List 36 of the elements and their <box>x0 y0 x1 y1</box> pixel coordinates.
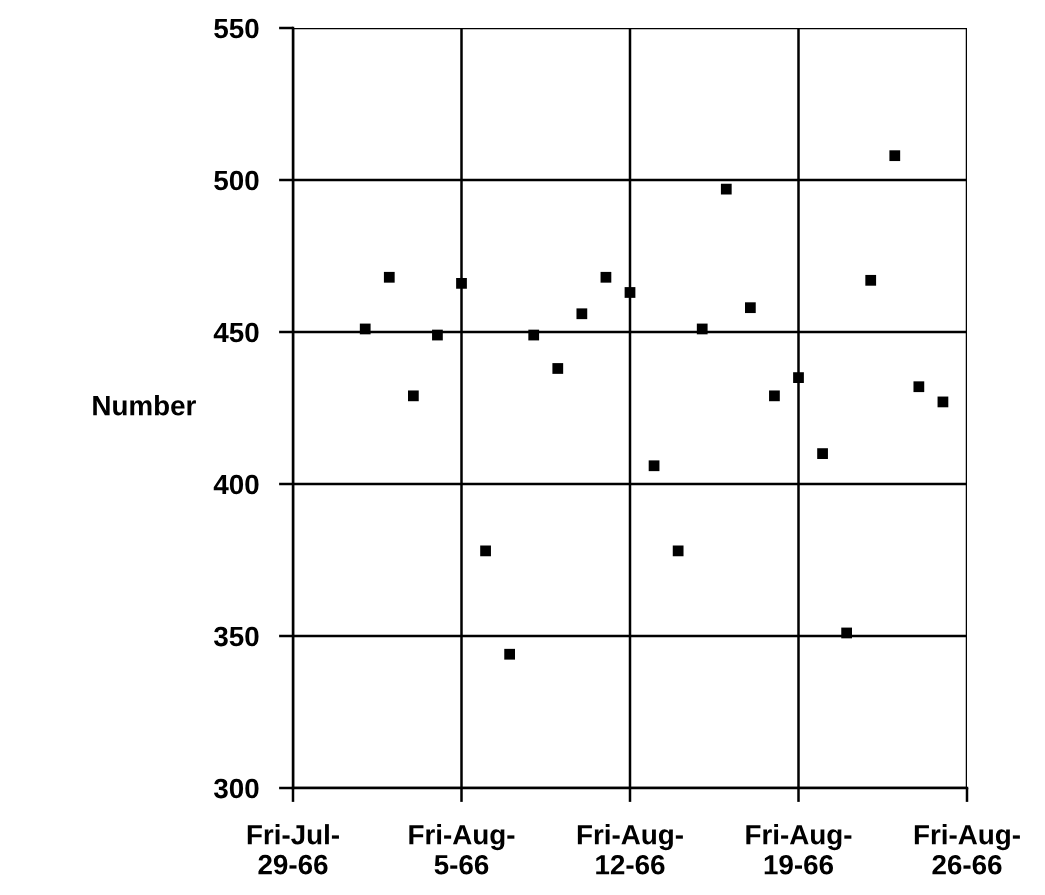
y-tick-label: 300 <box>213 778 259 799</box>
point <box>817 448 828 459</box>
point <box>552 363 564 374</box>
point <box>456 277 467 289</box>
y-tick-label: 550 <box>214 18 259 39</box>
point <box>744 302 756 314</box>
x-tick-label: Fri-Jul- 29-66 <box>247 824 339 875</box>
x-tick-label: Fri-Aug- 12-66 <box>577 824 683 875</box>
point <box>383 271 395 283</box>
x-tick-label: Fri-Aug- 19-66 <box>746 824 852 875</box>
point <box>600 271 612 283</box>
point <box>359 323 371 335</box>
point <box>528 329 540 341</box>
point <box>407 390 419 402</box>
point <box>841 627 853 639</box>
point <box>504 648 516 660</box>
point <box>672 545 684 557</box>
point <box>648 460 660 472</box>
point <box>889 150 901 162</box>
y-tick-label: 350 <box>213 626 259 647</box>
point <box>865 274 877 286</box>
point <box>720 183 732 195</box>
point <box>576 308 588 320</box>
point <box>696 323 708 335</box>
y-tick-label: 400 <box>213 474 259 495</box>
point <box>913 381 925 393</box>
point <box>480 545 491 557</box>
y-axis-title: Number <box>93 395 196 416</box>
point <box>793 372 804 383</box>
x-tick-label: Fri-Aug- 26-66 <box>914 824 1020 875</box>
point <box>432 329 443 341</box>
x-tick-label: Fri-Aug- 5-66 <box>409 824 515 875</box>
y-tick-label: 500 <box>214 170 259 191</box>
point <box>624 287 636 298</box>
y-tick-label: 450 <box>213 322 259 343</box>
point <box>769 390 780 402</box>
